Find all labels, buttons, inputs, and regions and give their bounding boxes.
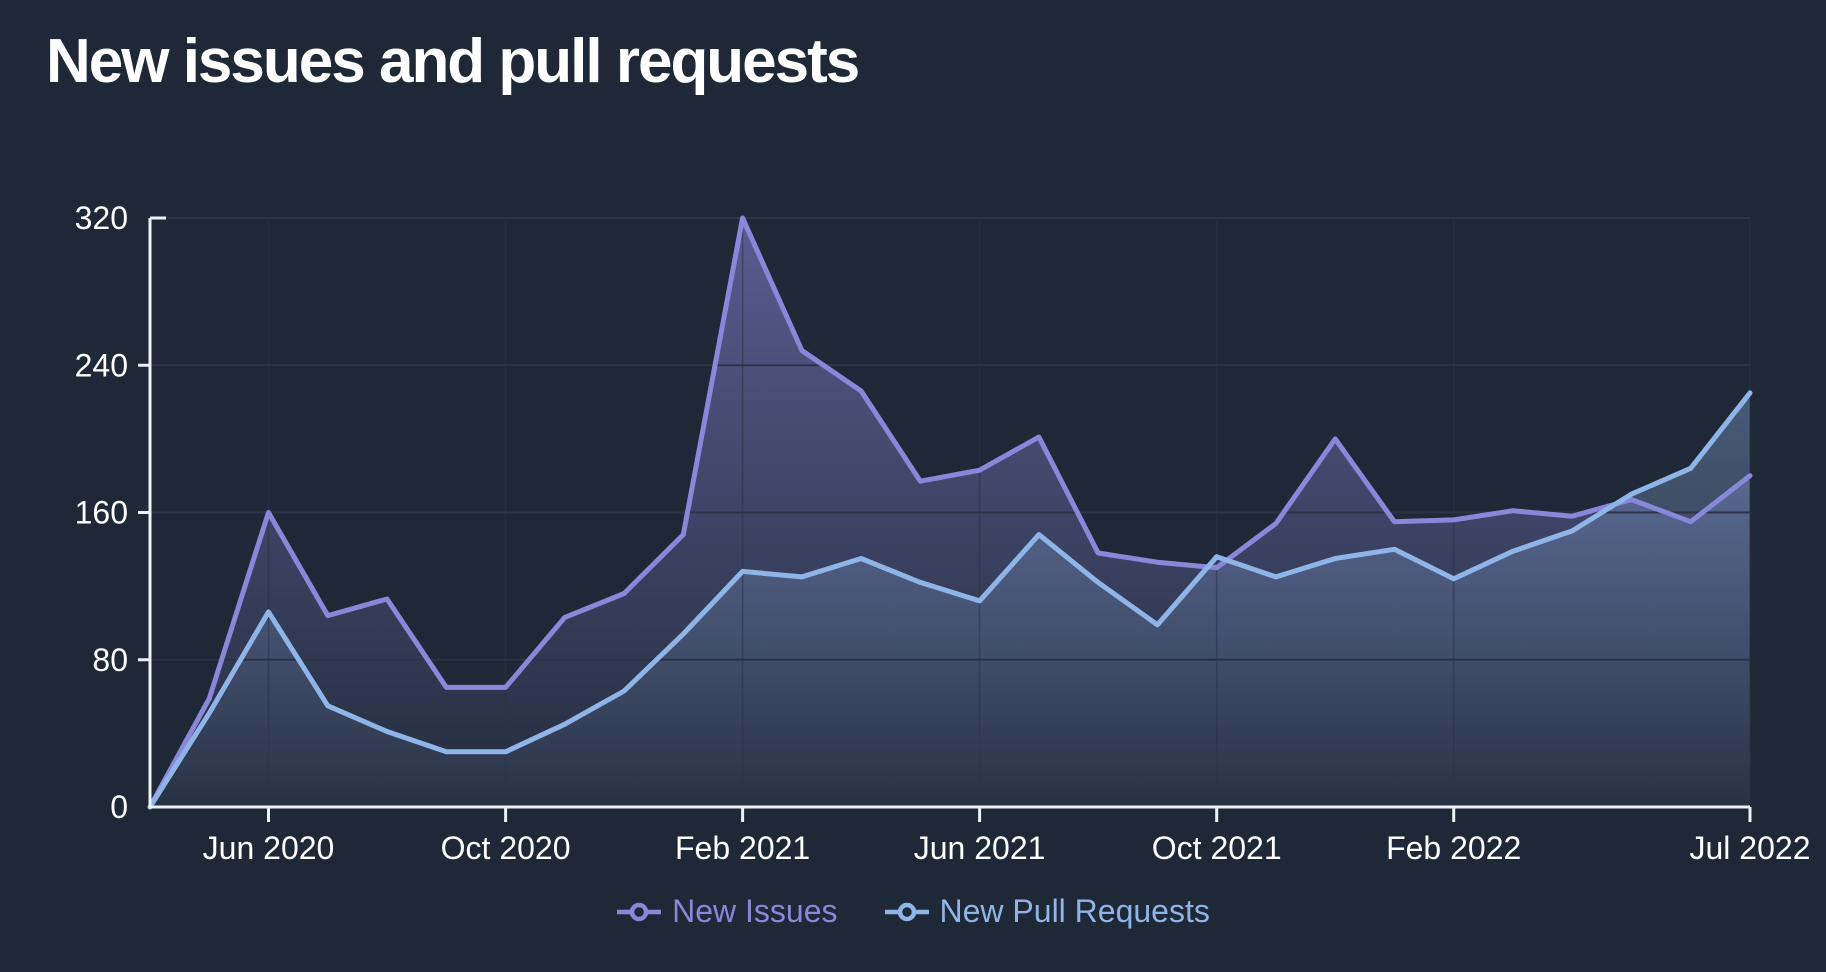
x-tick-label: Jun 2020 [203, 830, 335, 866]
x-tick-label: Jun 2021 [914, 830, 1046, 866]
series-marker-icon [617, 902, 662, 921]
x-tick-label: Feb 2021 [675, 830, 810, 866]
x-tick-label: Jul 2022 [1690, 830, 1811, 866]
legend-label-new-pull-requests: New Pull Requests [939, 893, 1210, 929]
legend-item-new-issues[interactable]: New Issues [616, 893, 838, 930]
series-marker-icon [884, 902, 929, 921]
chart-legend: New Issues New Pull Requests [0, 893, 1826, 930]
y-tick-label: 240 [75, 347, 128, 383]
y-tick-label: 160 [75, 495, 128, 531]
series-line-new-pull-requests [147, 390, 1753, 810]
page-title: New issues and pull requests [46, 27, 860, 96]
x-tick-label: Oct 2020 [441, 830, 571, 866]
x-tick-label: Feb 2022 [1386, 830, 1521, 866]
x-tick-label: Oct 2021 [1152, 830, 1282, 866]
y-tick-label: 80 [92, 642, 128, 678]
legend-item-new-pull-requests[interactable]: New Pull Requests [884, 893, 1210, 930]
area-fill-new-pull-requests [150, 392, 1750, 807]
series-line-new-issues [147, 215, 1753, 810]
legend-label-new-issues: New Issues [672, 893, 838, 929]
y-tick-label: 0 [110, 789, 128, 825]
y-tick-label: 320 [75, 200, 128, 236]
